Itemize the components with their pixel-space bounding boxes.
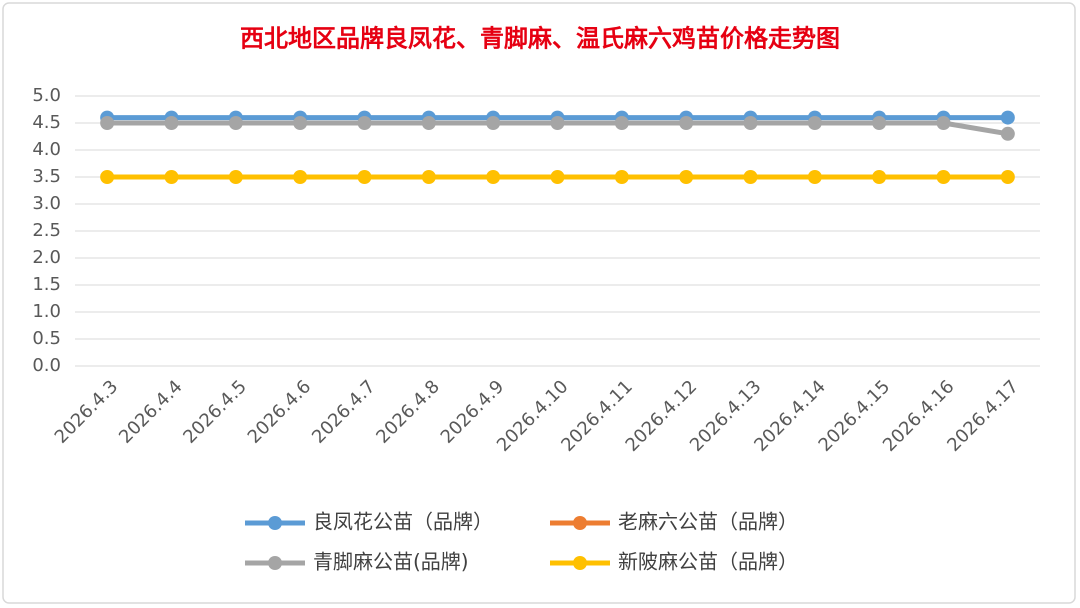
legend-label: 青脚麻公苗(品牌) xyxy=(313,550,469,574)
legend-label: 老麻六公苗（品牌） xyxy=(618,510,798,534)
data-point xyxy=(228,116,243,130)
data-point xyxy=(1000,170,1015,184)
legend-marker xyxy=(268,516,282,530)
y-tick-label: 1.5 xyxy=(32,274,61,295)
data-point xyxy=(679,116,694,130)
data-point xyxy=(872,170,887,184)
data-point xyxy=(228,170,243,184)
y-tick-label: 4.0 xyxy=(32,139,61,160)
data-point xyxy=(421,116,436,130)
data-point xyxy=(486,170,501,184)
data-point xyxy=(679,170,694,184)
y-tick-label: 4.5 xyxy=(32,112,61,133)
legend-marker xyxy=(573,556,587,570)
data-point xyxy=(357,116,372,130)
data-point xyxy=(164,116,179,130)
data-point xyxy=(293,170,308,184)
legend-label: 新陂麻公苗（品牌） xyxy=(618,550,798,574)
data-point xyxy=(550,116,565,130)
data-point xyxy=(872,116,887,130)
data-point xyxy=(550,170,565,184)
data-point xyxy=(100,170,115,184)
y-tick-label: 3.5 xyxy=(32,166,61,187)
data-point xyxy=(164,170,179,184)
data-point xyxy=(807,116,822,130)
data-point xyxy=(936,170,951,184)
legend-marker xyxy=(573,516,587,530)
data-point xyxy=(614,116,629,130)
data-point xyxy=(1000,126,1015,141)
y-tick-label: 2.5 xyxy=(32,220,61,241)
data-point xyxy=(486,116,501,130)
data-point xyxy=(357,170,372,184)
data-point xyxy=(293,116,308,130)
data-point xyxy=(100,116,115,130)
chart-title: 西北地区品牌良凤花、青脚麻、温氏麻六鸡苗价格走势图 xyxy=(240,24,840,53)
data-point xyxy=(614,170,629,184)
data-point xyxy=(936,116,951,130)
y-tick-label: 1.0 xyxy=(32,301,61,322)
data-point xyxy=(1000,110,1015,125)
data-point xyxy=(743,170,758,184)
y-tick-label: 0.0 xyxy=(32,355,61,376)
y-tick-label: 0.5 xyxy=(32,328,61,349)
legend-label: 良凤花公苗（品牌） xyxy=(313,510,493,534)
y-tick-label: 3.0 xyxy=(32,193,61,214)
data-point xyxy=(807,170,822,184)
data-point xyxy=(743,116,758,130)
y-tick-label: 5.0 xyxy=(32,85,61,106)
y-tick-label: 2.0 xyxy=(32,247,61,268)
legend-marker xyxy=(268,556,282,570)
data-point xyxy=(421,170,436,184)
